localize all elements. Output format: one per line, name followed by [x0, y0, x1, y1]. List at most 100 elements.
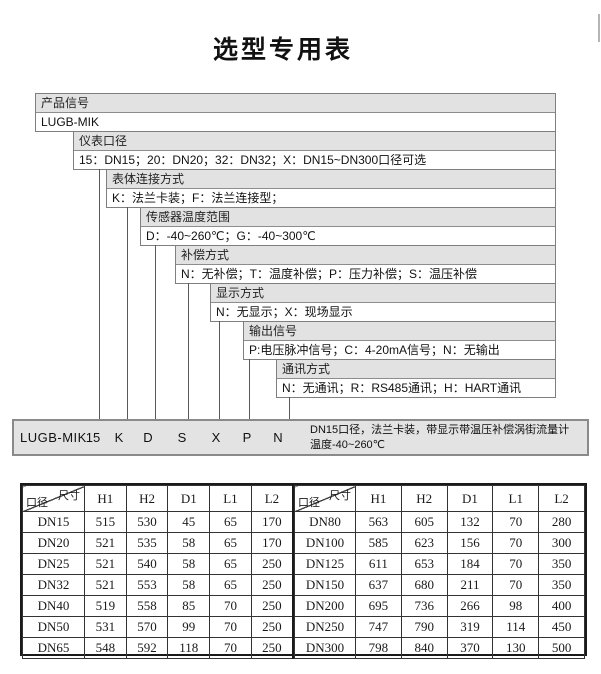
level-value: N：无补偿；T：温度补偿；P：压力补偿；S：温压补偿	[181, 267, 478, 281]
connector-line	[155, 245, 156, 419]
dimension-cell: 65	[209, 532, 252, 554]
dimension-cell: 637	[355, 574, 402, 596]
dimension-cell: 250	[250, 616, 294, 638]
dimension-cell: 250	[250, 637, 294, 659]
table-row: DN32 521 553 58 65 250	[22, 574, 294, 596]
table-header-row: 尺寸 口径 H1 H2 D1 L1 L2	[22, 485, 294, 512]
table-row: DN100 585 623 156 70 300	[294, 532, 585, 554]
table-row: DN20 521 535 58 65 170	[22, 532, 294, 554]
connector-line	[249, 359, 250, 419]
table-row: DN65 548 592 118 70 250	[22, 637, 294, 659]
example-code-diameter: 15	[85, 430, 101, 445]
dimension-cell: 58	[167, 532, 211, 554]
dimension-table: 尺寸 口径 H1 H2 D1 L1 L2 DN15 515 530 45 65 170 DN…	[20, 483, 587, 659]
row-size-label: DN20	[22, 532, 85, 554]
column-header: L2	[538, 485, 585, 512]
row-size-label: DN65	[22, 637, 85, 659]
column-header: L1	[492, 485, 540, 512]
dim-table-right-body: 尺寸 口径 H1 H2 D1 L1 L2 DN80 563 605 132 70 280 D…	[294, 485, 585, 659]
dimension-cell: 45	[167, 511, 211, 533]
dimension-cell: 611	[355, 553, 402, 575]
column-header: L1	[209, 485, 252, 512]
level-value: K：法兰卡装；F：法兰连接型；	[112, 191, 284, 205]
level-value: D：-40~260℃；G：-40~300℃	[146, 229, 316, 243]
dimension-cell: 653	[400, 553, 448, 575]
example-description: DN15口径，法兰卡装，带显示带温压补偿涡街流量计 温度-40~260℃	[310, 423, 584, 453]
example-code-display: X	[211, 430, 221, 445]
column-header: D1	[167, 485, 211, 512]
row-size-label: DN100	[294, 532, 357, 554]
column-header: H1	[84, 485, 127, 512]
dimension-cell: 558	[125, 595, 169, 617]
dimension-cell: 170	[250, 532, 294, 554]
table-row: DN80 563 605 132 70 280	[294, 511, 585, 533]
example-code-output: P	[242, 430, 252, 445]
dimension-cell: 570	[125, 616, 169, 638]
dimension-cell: 840	[400, 637, 448, 659]
column-header: D1	[446, 485, 494, 512]
dimension-cell: 85	[167, 595, 211, 617]
corner-label-diameter: 口径	[298, 497, 321, 509]
dimension-cell: 58	[167, 574, 211, 596]
level-value: P:电压脉冲信号；C：4-20mA信号；N：无输出	[249, 343, 500, 357]
dimension-cell: 184	[446, 553, 494, 575]
table-row: DN15 515 530 45 65 170	[22, 511, 294, 533]
page-title: 选型专用表	[212, 36, 353, 64]
corner-header-cell: 尺寸 口径	[22, 485, 85, 512]
dimension-cell: 250	[250, 595, 294, 617]
level-header: 输出信号	[244, 322, 555, 341]
dimension-cell: 211	[446, 574, 494, 596]
dimension-cell: 350	[538, 553, 585, 575]
dimension-cell: 70	[492, 553, 540, 575]
level-header: 产品信号	[36, 94, 555, 113]
dimension-cell: 319	[446, 616, 494, 638]
level-box-communication: 通讯方式 N：无通讯；R：RS485通讯；H：HART通讯	[276, 359, 556, 398]
dimension-cell: 98	[492, 595, 540, 617]
dimension-cell: 70	[492, 532, 540, 554]
dimension-cell: 535	[125, 532, 169, 554]
dimension-cell: 450	[538, 616, 585, 638]
dimension-cell: 132	[446, 511, 494, 533]
dimension-cell: 99	[167, 616, 211, 638]
level-header: 补偿方式	[176, 246, 555, 265]
table-row: DN40 519 558 85 70 250	[22, 595, 294, 617]
level-value: 15：DN15；20：DN20；32：DN32；X：DN15~DN300口径可选	[79, 153, 427, 167]
level-box-display-mode: 显示方式 N：无显示；X：现场显示	[210, 283, 556, 322]
dimension-cell: 531	[84, 616, 127, 638]
level-value: N：无通讯；R：RS485通讯；H：HART通讯	[282, 381, 522, 395]
dimension-cell: 521	[84, 553, 127, 575]
connector-line	[219, 321, 220, 419]
table-row: DN25 521 540 58 65 250	[22, 553, 294, 575]
dimension-cell: 519	[84, 595, 127, 617]
dimension-cell: 623	[400, 532, 448, 554]
column-header: H2	[400, 485, 448, 512]
dimension-cell: 58	[167, 553, 211, 575]
column-header: L2	[250, 485, 294, 512]
corner-label-size: 尺寸	[329, 490, 352, 502]
dim-table-left-body: 尺寸 口径 H1 H2 D1 L1 L2 DN15 515 530 45 65 170 DN…	[22, 485, 294, 659]
dimension-cell: 266	[446, 595, 494, 617]
dimension-cell: 250	[250, 574, 294, 596]
level-box-product-code: 产品信号 LUGB-MIK	[35, 93, 556, 132]
corner-label-diameter: 口径	[26, 497, 48, 509]
level-header: 显示方式	[211, 284, 555, 303]
dimension-cell: 530	[125, 511, 169, 533]
dimension-cell: 130	[492, 637, 540, 659]
connector-line	[99, 169, 100, 419]
corner-header-cell: 尺寸 口径	[294, 485, 357, 512]
connector-line	[127, 207, 128, 419]
table-row: DN250 747 790 319 114 450	[294, 616, 585, 638]
dimension-cell: 65	[209, 511, 252, 533]
dimension-cell: 592	[125, 637, 169, 659]
dimension-cell: 300	[538, 532, 585, 554]
dimension-cell: 70	[209, 637, 252, 659]
dimension-cell: 521	[84, 532, 127, 554]
level-box-sensor-temp-range: 传感器温度范围 D：-40~260℃；G：-40~300℃	[140, 207, 556, 246]
row-size-label: DN150	[294, 574, 357, 596]
example-code-compensation: S	[177, 430, 187, 445]
dimension-cell: 521	[84, 574, 127, 596]
dimension-cell: 736	[400, 595, 448, 617]
level-box-output-signal: 输出信号 P:电压脉冲信号；C：4-20mA信号；N：无输出	[243, 321, 556, 360]
example-code-temp-range: D	[143, 430, 153, 445]
